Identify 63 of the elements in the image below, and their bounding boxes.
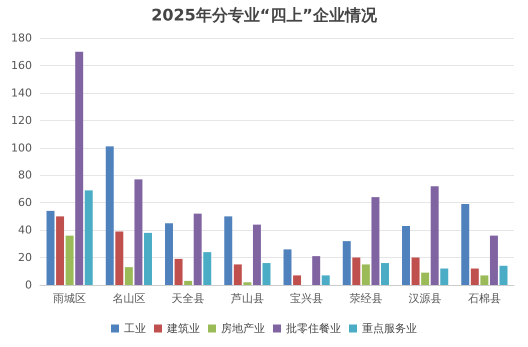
bar bbox=[461, 204, 470, 285]
x-tick-label: 荥经县 bbox=[349, 292, 382, 305]
bar bbox=[293, 275, 302, 285]
x-tick-label: 石棉县 bbox=[468, 292, 501, 305]
y-tick-label: 0 bbox=[25, 278, 32, 292]
bar bbox=[234, 264, 242, 285]
bar bbox=[362, 264, 370, 285]
bar bbox=[470, 268, 479, 285]
bar bbox=[174, 258, 183, 285]
bar bbox=[46, 210, 54, 285]
bar bbox=[322, 275, 330, 285]
bar bbox=[184, 280, 192, 285]
y-tick-label: 180 bbox=[11, 32, 32, 44]
bar bbox=[134, 179, 142, 285]
bar bbox=[490, 236, 498, 285]
bar bbox=[421, 272, 430, 285]
legend-label: 房地产业 bbox=[221, 322, 265, 335]
x-tick-label: 雨城区 bbox=[53, 292, 86, 305]
y-tick-label: 40 bbox=[18, 224, 32, 237]
legend-label: 批零住餐业 bbox=[286, 322, 341, 335]
bar bbox=[75, 52, 84, 285]
legend-label: 建筑业 bbox=[166, 322, 200, 335]
y-tick-label: 120 bbox=[11, 114, 32, 127]
bar bbox=[165, 223, 173, 285]
bar bbox=[203, 252, 212, 285]
bar bbox=[262, 263, 270, 285]
bar bbox=[194, 214, 202, 285]
bar bbox=[312, 256, 320, 285]
x-tick-label: 天全县 bbox=[172, 292, 205, 305]
legend-label: 重点服务业 bbox=[362, 322, 417, 335]
y-tick-label: 140 bbox=[11, 86, 32, 100]
bar bbox=[412, 258, 420, 285]
bar bbox=[430, 186, 439, 285]
x-tick-label: 宝兴县 bbox=[290, 292, 324, 305]
bar bbox=[252, 224, 261, 285]
bar bbox=[56, 216, 64, 285]
bar bbox=[342, 241, 351, 285]
y-tick-label: 80 bbox=[18, 168, 32, 182]
bar bbox=[284, 249, 292, 285]
y-tick-label: 100 bbox=[11, 141, 32, 154]
x-tick-label: 汉源县 bbox=[408, 292, 442, 305]
bar bbox=[66, 236, 74, 285]
y-tick-label: 60 bbox=[18, 196, 32, 210]
bar bbox=[115, 231, 124, 285]
bar bbox=[84, 190, 93, 285]
bar bbox=[500, 266, 508, 285]
bar bbox=[352, 258, 360, 285]
bar bbox=[144, 232, 152, 285]
y-tick-label: 20 bbox=[18, 251, 32, 264]
chart-title: 2025年分专业“四上”企业情况 bbox=[151, 6, 378, 24]
bar bbox=[381, 263, 389, 285]
x-tick-label: 芦山县 bbox=[230, 292, 264, 305]
bar bbox=[243, 282, 252, 285]
bar bbox=[440, 268, 448, 285]
legend-label: 工业 bbox=[124, 322, 146, 335]
bar bbox=[106, 146, 114, 285]
bar bbox=[480, 275, 488, 285]
y-tick-label: 160 bbox=[11, 58, 32, 72]
bar bbox=[224, 216, 232, 285]
bar bbox=[124, 267, 133, 285]
x-tick-label: 名山区 bbox=[112, 292, 146, 305]
bar bbox=[371, 197, 380, 285]
bar bbox=[402, 226, 410, 285]
